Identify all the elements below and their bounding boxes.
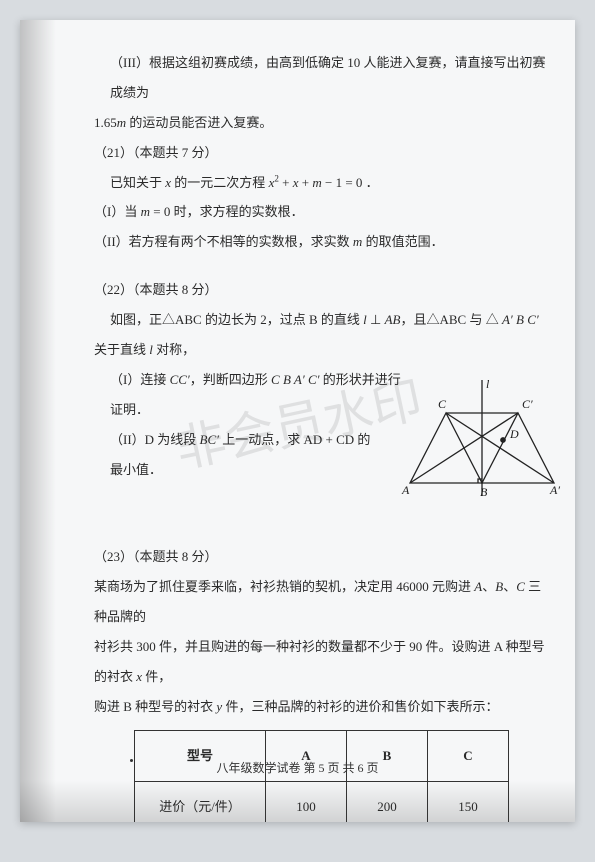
q22-stem-line1: 如图，正△ABC 的边长为 2，过点 B 的直线 l ⊥ AB，且△ABC 与 … (82, 305, 547, 335)
table-cell: 100 (266, 781, 347, 822)
label-c: C (438, 397, 447, 411)
table-cell: 150 (428, 781, 509, 822)
figure-svg: l C C′ D A B A′ (400, 378, 565, 503)
seg-aprime-c (446, 413, 554, 483)
q21-heading: （21）（本题共 7 分） (82, 138, 547, 168)
label-a: A (401, 483, 410, 497)
q21-part1: （I）当 m = 0 时，求方程的实数根． (82, 197, 547, 227)
table-body: 进价（元/件）100200150售价（元/件）200350300 (135, 781, 509, 822)
label-a-prime: A′ (549, 483, 560, 497)
triangle-abc (410, 413, 482, 483)
page-footer: 八年级数学试卷 第 5 页 共 6 页 (20, 759, 575, 776)
label-d: D (509, 427, 519, 441)
exam-page: 非会员水印 （III）根据这组初赛成绩，由高到低确定 10 人能进入复赛，请直接… (20, 20, 575, 822)
q21-part2: （II）若方程有两个不相等的实数根，求实数 m 的取值范围． (82, 227, 547, 257)
geometry-figure: l C C′ D A B A′ (400, 378, 565, 503)
q20-part3-line2: 1.65m 的运动员能否进入复赛。 (82, 108, 547, 138)
q22-stem-line2: 关于直线 l 对称， (82, 335, 547, 365)
q23-stem-line3: 购进 B 种型号的衬衣 y 件，三种品牌的衬衫的进价和售价如下表所示： (82, 692, 547, 722)
seg-a-cprime (410, 413, 518, 483)
scan-dot (130, 759, 133, 762)
label-c-prime: C′ (522, 397, 533, 411)
q20-part3-line1: （III）根据这组初赛成绩，由高到低确定 10 人能进入复赛，请直接写出初赛成绩… (82, 48, 547, 108)
label-b: B (480, 485, 488, 499)
table-cell: 200 (347, 781, 428, 822)
scan-shadow (20, 20, 56, 822)
table-row: 进价（元/件）100200150 (135, 781, 509, 822)
q23-stem-line2: 衬衫共 300 件，并且购进的每一种衬衫的数量都不少于 90 件。设购进 A 种… (82, 632, 547, 692)
q23-stem-line1: 某商场为了抓住夏季来临，衬衫热销的契机，决定用 46000 元购进 A、B、C … (82, 572, 547, 632)
table-cell: 进价（元/件） (135, 781, 266, 822)
footer-text: 八年级数学试卷 第 5 页 共 6 页 (216, 761, 378, 775)
q21-stem: 已知关于 x 的一元二次方程 x2 + x + m − 1 = 0 ． (82, 168, 547, 198)
triangle-abc-prime (482, 413, 554, 483)
label-l: l (486, 378, 490, 391)
point-d (501, 438, 505, 442)
q22-heading: （22）（本题共 8 分） (82, 275, 547, 305)
q23-heading: （23）（本题共 8 分） (82, 542, 547, 572)
